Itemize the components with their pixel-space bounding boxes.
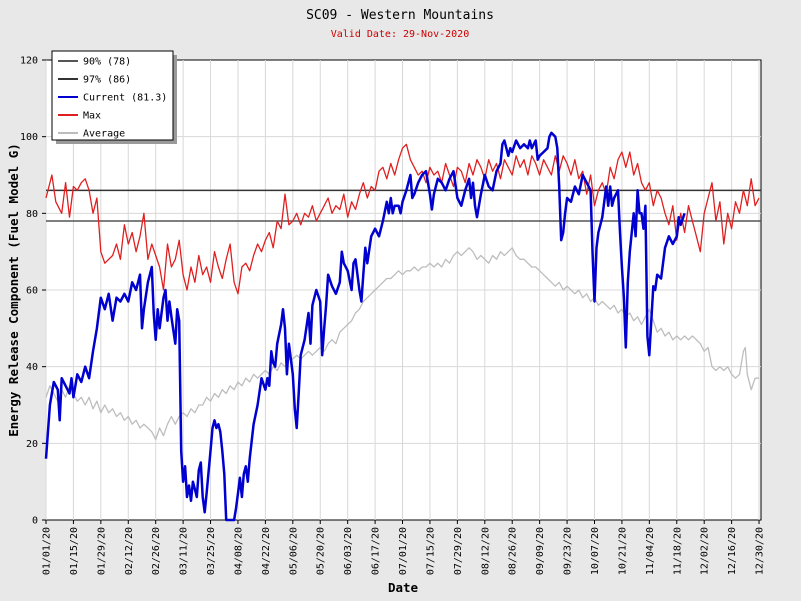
x-tick-label: 06/03/20 <box>343 527 354 575</box>
series-line-current <box>44 131 686 522</box>
x-tick-label: 05/20/20 <box>316 527 327 575</box>
y-axis-ticks: 0 20 40 60 80 100 120 <box>20 56 46 527</box>
series-line-max <box>45 143 760 295</box>
chart-subtitle: Valid Date: 29-Nov-2020 <box>331 29 469 40</box>
x-tick-label: 07/15/20 <box>425 527 436 575</box>
y-axis-label: Energy Release Component (Fuel Model G) <box>6 143 21 437</box>
legend-label: Current (81.3) <box>83 93 167 104</box>
y-tick-label: 20 <box>26 439 38 450</box>
x-tick-label: 02/26/20 <box>151 527 162 575</box>
x-tick-label: 03/11/20 <box>179 527 190 575</box>
x-tick-label: 12/02/20 <box>700 527 711 575</box>
x-tick-label: 12/16/20 <box>727 527 738 575</box>
x-tick-label: 04/08/20 <box>233 527 244 575</box>
x-axis-ticks: 01/01/20 01/15/20 01/29/20 02/12/20 02/26/20… <box>42 520 766 575</box>
y-tick-label: 0 <box>32 516 38 527</box>
legend: 90% (78) 97% (86) Current (81.3) Max Average <box>51 50 177 144</box>
series-group <box>44 131 760 522</box>
x-tick-label: 08/12/20 <box>480 527 491 575</box>
legend-label: Max <box>83 111 101 122</box>
y-tick-label: 80 <box>26 209 38 220</box>
y-tick-label: 60 <box>26 286 38 297</box>
x-tick-label: 03/25/20 <box>206 527 217 575</box>
x-tick-label: 08/26/20 <box>508 527 519 575</box>
y-tick-label: 40 <box>26 362 38 373</box>
x-tick-label: 04/22/20 <box>261 527 272 575</box>
x-tick-label: 09/23/20 <box>563 527 574 575</box>
x-tick-label: 10/21/20 <box>617 527 628 575</box>
legend-label: 90% (78) <box>83 57 131 68</box>
x-tick-label: 07/29/20 <box>453 527 464 575</box>
legend-box <box>51 50 174 141</box>
y-tick-label: 120 <box>20 56 38 67</box>
x-axis-label: Date <box>388 580 419 595</box>
x-tick-label: 12/30/20 <box>755 527 766 575</box>
chart-title: SC09 - Western Mountains <box>306 8 494 23</box>
x-tick-label: 01/01/20 <box>42 527 53 575</box>
x-tick-label: 01/15/20 <box>69 527 80 575</box>
x-tick-label: 01/29/20 <box>96 527 107 575</box>
x-tick-label: 11/18/20 <box>672 527 683 575</box>
x-tick-label: 11/04/20 <box>645 527 656 575</box>
legend-label: 97% (86) <box>83 75 131 86</box>
x-tick-label: 02/12/20 <box>124 527 135 575</box>
x-tick-label: 09/09/20 <box>535 527 546 575</box>
x-tick-label: 05/06/20 <box>288 527 299 575</box>
y-tick-label: 100 <box>20 132 38 143</box>
series-line-average <box>45 247 759 441</box>
x-tick-label: 06/17/20 <box>371 527 382 575</box>
legend-label: Average <box>83 129 125 140</box>
x-tick-label: 07/01/20 <box>398 527 409 575</box>
x-tick-label: 10/07/20 <box>590 527 601 575</box>
